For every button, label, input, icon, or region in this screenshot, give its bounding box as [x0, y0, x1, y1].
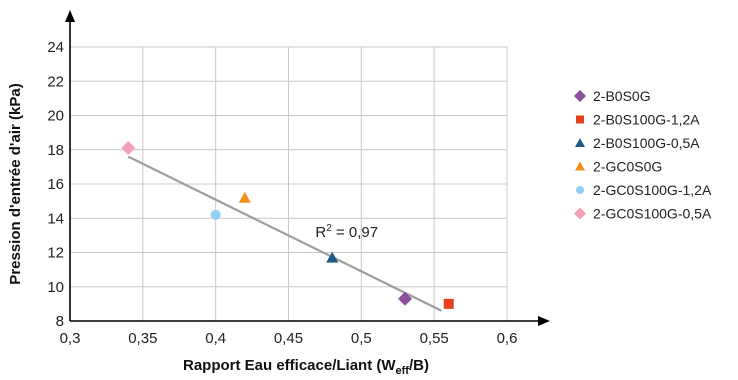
- r-squared-main: R: [315, 224, 326, 241]
- legend-marker: [574, 90, 586, 102]
- y-tick-labels: 8 10 12 14 16 18 20 22 24: [47, 39, 64, 330]
- legend-marker: [574, 207, 586, 220]
- legend-marker: [576, 186, 584, 194]
- data-points: [121, 141, 454, 309]
- x-tick-label: 0,45: [274, 330, 303, 347]
- y-tick-label: 12: [47, 245, 64, 262]
- axes: [65, 10, 550, 326]
- legend-marker: [575, 138, 585, 147]
- x-axis-title-subscript: eff: [396, 365, 410, 377]
- y-tick-label: 10: [47, 279, 64, 296]
- x-tick-label: 0,35: [128, 330, 157, 347]
- data-point: [443, 298, 454, 309]
- x-axis-title-tail: /B): [409, 357, 429, 374]
- r-squared-superscript: 2: [326, 223, 332, 234]
- legend-label: 2-GC0S0G: [593, 159, 662, 175]
- legend-item: 2-GC0S0G: [575, 159, 662, 175]
- x-tick-label: 0,5: [351, 330, 372, 347]
- x-tick-label: 0,4: [205, 330, 226, 347]
- x-axis-arrow: [538, 316, 550, 326]
- legend-item: 2-GC0S100G-0,5A: [574, 206, 712, 222]
- legend: 2-B0S0G 2-B0S100G-1,2A 2-B0S100G-0,5A 2-GC0…: [574, 88, 712, 222]
- r-squared-annotation: R2 = 0,97: [315, 223, 378, 241]
- legend-label: 2-GC0S100G-1,2A: [593, 182, 712, 198]
- y-tick-label: 16: [47, 176, 64, 193]
- data-point: [238, 191, 251, 203]
- y-tick-label: 8: [56, 313, 64, 330]
- x-tick-label: 0,3: [60, 330, 81, 347]
- x-axis-title: Rapport Eau efficace/Liant (Weff/B): [183, 357, 429, 377]
- x-axis-title-main: Rapport Eau efficace/Liant (W: [183, 357, 396, 374]
- legend-item: 2-GC0S100G-1,2A: [576, 182, 712, 198]
- y-tick-label: 18: [47, 142, 64, 159]
- x-tick-labels: 0,3 0,35 0,4 0,45 0,5 0,55 0,6: [60, 330, 518, 347]
- y-axis-arrow: [65, 10, 75, 22]
- legend-label: 2-B0S100G-0,5A: [593, 135, 700, 151]
- legend-item: 2-B0S100G-0,5A: [575, 135, 700, 151]
- x-tick-label: 0,6: [497, 330, 518, 347]
- legend-item: 2-B0S100G-1,2A: [576, 112, 700, 128]
- legend-marker: [576, 115, 584, 124]
- x-tick-label: 0,55: [420, 330, 449, 347]
- trendline-group: [127, 155, 442, 312]
- gridlines: [70, 46, 508, 321]
- data-point: [398, 291, 413, 306]
- y-tick-label: 14: [47, 210, 64, 227]
- legend-label: 2-GC0S100G-0,5A: [593, 206, 712, 222]
- legend-label: 2-B0S100G-1,2A: [593, 112, 700, 128]
- trendline: [127, 155, 442, 312]
- data-point: [326, 251, 339, 263]
- y-tick-label: 22: [47, 73, 64, 90]
- data-point: [210, 209, 221, 220]
- y-tick-label: 24: [47, 39, 64, 56]
- legend-item: 2-B0S0G: [574, 88, 651, 104]
- legend-marker: [575, 161, 585, 171]
- y-axis-title: Pression d'entrée d'air (kPa): [7, 83, 24, 284]
- y-tick-label: 20: [47, 108, 64, 125]
- r-squared-value: = 0,97: [332, 224, 378, 241]
- data-point: [121, 141, 136, 156]
- legend-label: 2-B0S0G: [593, 88, 651, 104]
